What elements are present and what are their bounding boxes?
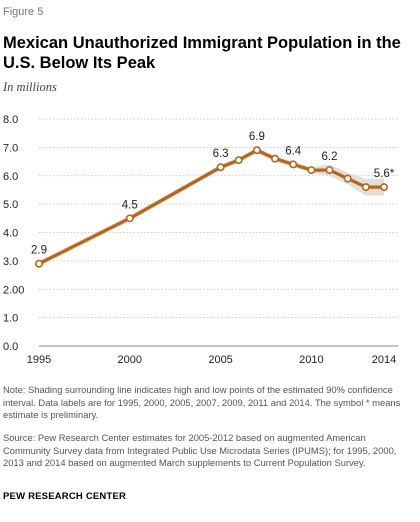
- data-point: [289, 160, 298, 169]
- brand-footer: PEW RESEARCH CENTER: [3, 491, 127, 502]
- data-label: 6.2: [322, 151, 338, 163]
- x-tick-label: 2014: [372, 354, 396, 366]
- y-tick-label: 1.0: [3, 313, 18, 325]
- x-tick-label: 2000: [118, 354, 142, 366]
- y-tick-label: 5.0: [3, 199, 18, 211]
- y-tick-label: 8.0: [3, 114, 18, 126]
- y-tick-label: 2.00: [3, 284, 24, 296]
- data-point: [307, 166, 316, 175]
- chart-note: Note: Shading surrounding line indicates…: [3, 384, 401, 421]
- data-label: 4.5: [122, 199, 138, 211]
- data-label: 6.3: [213, 148, 229, 160]
- data-point: [343, 174, 352, 183]
- chart-source: Source: Pew Research Center estimates fo…: [3, 432, 397, 469]
- data-label: 6.4: [285, 145, 302, 157]
- x-tick-label: 2005: [208, 354, 232, 366]
- y-tick-label: 0.0: [3, 341, 18, 353]
- data-point: [379, 183, 388, 192]
- data-point: [125, 214, 134, 223]
- data-point: [271, 154, 280, 163]
- data-point: [34, 259, 43, 268]
- data-point: [361, 183, 370, 192]
- data-point: [325, 166, 334, 175]
- confidence-band: [39, 147, 384, 267]
- line-chart: 0.0 1.0 2.00 3.0 4.0 5.0 6.0 7.0 8.0 1995 2000 200…: [3, 114, 398, 366]
- data-labels: 2.9 4.5 6.3 6.9 6.4 6.2 5.6*: [31, 131, 395, 257]
- y-tick-labels: 0.0 1.0 2.00 3.0 4.0 5.0 6.0 7.0 8.0: [3, 114, 24, 353]
- y-tick-label: 7.0: [3, 142, 18, 154]
- data-label: 6.9: [249, 131, 265, 143]
- chart-title: Mexican Unauthorized Immigrant Populatio…: [3, 34, 401, 72]
- data-label: 2.9: [31, 245, 47, 257]
- data-points: [34, 146, 388, 268]
- data-point: [252, 146, 261, 155]
- y-tick-label: 3.0: [3, 256, 18, 268]
- data-point: [234, 156, 243, 165]
- x-tick-label: 2010: [299, 354, 323, 366]
- chart-subtitle: In millions: [3, 80, 57, 94]
- data-label: 5.6*: [374, 168, 395, 180]
- y-tick-label: 6.0: [3, 171, 18, 183]
- data-point: [216, 163, 225, 172]
- x-tick-labels: 1995 2000 2005 2010 2014: [27, 354, 396, 366]
- y-tick-label: 4.0: [3, 228, 18, 240]
- figure-label: Figure 5: [3, 6, 44, 18]
- confidence-band-area: [39, 147, 384, 267]
- x-tick-label: 1995: [27, 354, 51, 366]
